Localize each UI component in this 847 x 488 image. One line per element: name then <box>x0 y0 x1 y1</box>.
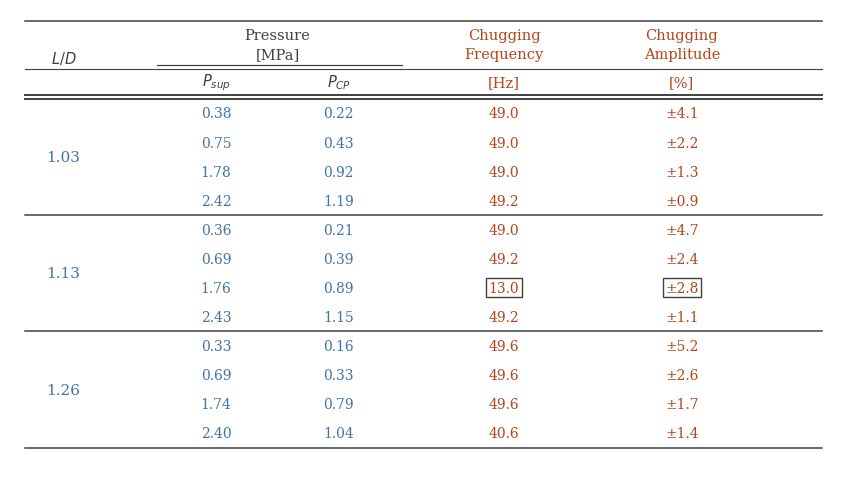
Text: 0.39: 0.39 <box>324 252 354 266</box>
Text: ±2.4: ±2.4 <box>665 252 699 266</box>
Text: [MPa]: [MPa] <box>255 48 300 62</box>
Text: 0.69: 0.69 <box>201 368 231 383</box>
Text: 0.92: 0.92 <box>324 165 354 179</box>
Text: 49.0: 49.0 <box>489 224 519 237</box>
Text: 49.2: 49.2 <box>489 194 519 208</box>
Text: ±2.8: ±2.8 <box>665 282 699 295</box>
Text: $P_{sup}$: $P_{sup}$ <box>202 73 230 93</box>
Text: 1.26: 1.26 <box>47 383 80 397</box>
Text: 13.0: 13.0 <box>489 282 519 295</box>
Text: Chugging: Chugging <box>468 29 540 42</box>
Text: 0.16: 0.16 <box>324 340 354 353</box>
Text: 0.33: 0.33 <box>324 368 354 383</box>
Text: ±1.7: ±1.7 <box>665 398 699 411</box>
Text: [Hz]: [Hz] <box>488 76 520 90</box>
Text: 49.6: 49.6 <box>489 398 519 411</box>
Text: 0.38: 0.38 <box>201 107 231 121</box>
Text: 0.43: 0.43 <box>324 136 354 150</box>
Text: ±2.6: ±2.6 <box>665 368 699 383</box>
Text: 2.40: 2.40 <box>201 427 231 441</box>
Text: ±2.2: ±2.2 <box>665 136 699 150</box>
Text: [%]: [%] <box>669 76 695 90</box>
Text: 49.0: 49.0 <box>489 107 519 121</box>
Text: Frequency: Frequency <box>464 48 544 62</box>
Text: 0.21: 0.21 <box>324 224 354 237</box>
Text: Pressure: Pressure <box>245 29 310 42</box>
Text: 40.6: 40.6 <box>489 427 519 441</box>
Text: 49.6: 49.6 <box>489 368 519 383</box>
Text: 49.0: 49.0 <box>489 136 519 150</box>
Text: ±0.9: ±0.9 <box>665 194 699 208</box>
Text: 0.33: 0.33 <box>201 340 231 353</box>
Text: Chugging: Chugging <box>645 29 718 42</box>
Text: 0.22: 0.22 <box>324 107 354 121</box>
Text: 49.2: 49.2 <box>489 252 519 266</box>
Text: 1.04: 1.04 <box>324 427 354 441</box>
Text: 1.03: 1.03 <box>47 151 80 165</box>
Text: 1.74: 1.74 <box>201 398 231 411</box>
Text: 1.13: 1.13 <box>47 267 80 281</box>
Text: ±4.1: ±4.1 <box>665 107 699 121</box>
Text: ±4.7: ±4.7 <box>665 224 699 237</box>
Text: 1.19: 1.19 <box>324 194 354 208</box>
Text: 1.15: 1.15 <box>324 310 354 325</box>
Text: $P_{CP}$: $P_{CP}$ <box>327 74 351 92</box>
Text: ±5.2: ±5.2 <box>665 340 699 353</box>
Text: 0.69: 0.69 <box>201 252 231 266</box>
Text: 0.89: 0.89 <box>324 282 354 295</box>
Text: 49.0: 49.0 <box>489 165 519 179</box>
Text: $L/D$: $L/D$ <box>51 50 76 67</box>
Text: ±1.4: ±1.4 <box>665 427 699 441</box>
Text: 49.2: 49.2 <box>489 310 519 325</box>
Text: ±1.3: ±1.3 <box>665 165 699 179</box>
Text: 49.6: 49.6 <box>489 340 519 353</box>
Text: 0.79: 0.79 <box>324 398 354 411</box>
Text: 1.76: 1.76 <box>201 282 231 295</box>
Text: 0.75: 0.75 <box>201 136 231 150</box>
Text: 2.42: 2.42 <box>201 194 231 208</box>
Text: ±1.1: ±1.1 <box>665 310 699 325</box>
Text: 2.43: 2.43 <box>201 310 231 325</box>
Text: 0.36: 0.36 <box>201 224 231 237</box>
Text: Amplitude: Amplitude <box>644 48 720 62</box>
Text: 1.78: 1.78 <box>201 165 231 179</box>
